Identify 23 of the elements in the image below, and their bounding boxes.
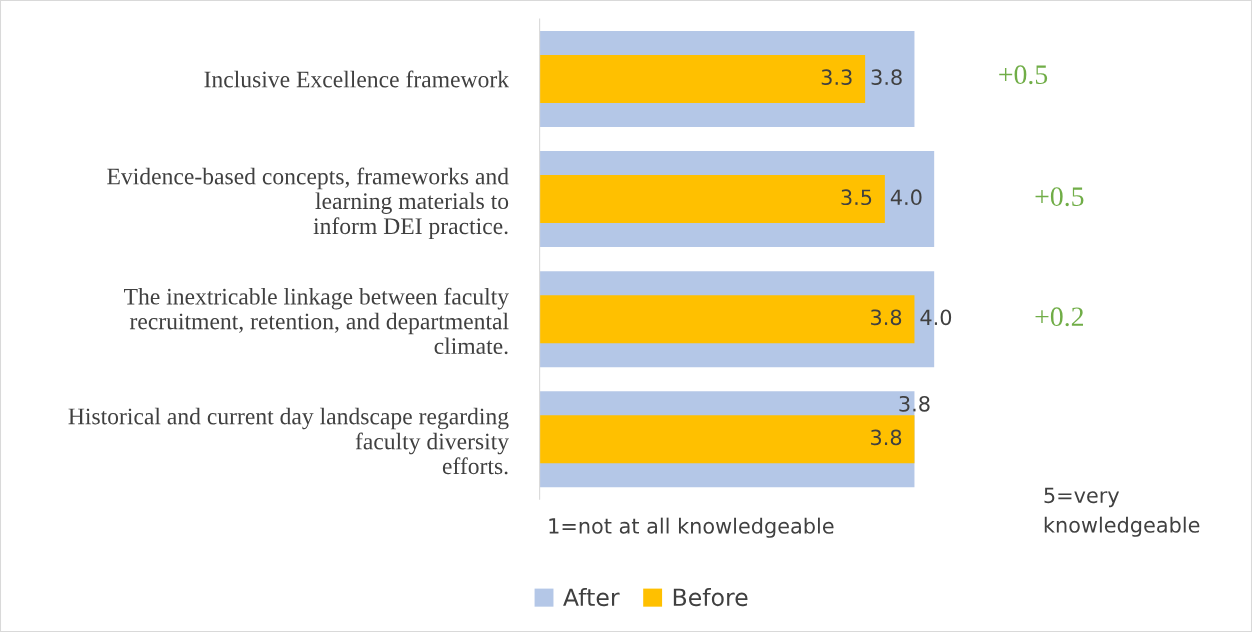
text: +0.2	[1035, 307, 1084, 327]
bar	[539, 54, 866, 104]
data-label: 4.0	[920, 309, 952, 326]
y-tick-label: Historical and current day landscape regarding faculty diversity efforts.	[68, 407, 509, 475]
data-label: 4.0	[890, 189, 922, 206]
y-tick-label: Evidence-based concepts, frameworks and learning materials to inform DEI practice.	[107, 167, 509, 239]
legend-label: Before	[673, 587, 748, 607]
legend-label: After	[563, 587, 620, 607]
text: +0.5	[1035, 187, 1084, 207]
data-label: 3.8	[899, 395, 930, 412]
text: 1=not at all knowledgeable	[549, 517, 834, 538]
data-label: 3.8	[871, 429, 902, 446]
text: 5=very knowledgeable	[1044, 487, 1200, 537]
bar	[539, 295, 915, 344]
y-tick-label: Inclusive Excellence framework	[204, 70, 510, 88]
data-label: 3.8	[871, 309, 902, 326]
data-label: 3.5	[841, 189, 872, 206]
bar	[539, 175, 885, 224]
y-tick-label: The inextricable linkage between faculty recruitment, retention, and departmental climate.	[124, 287, 509, 355]
data-label: 3.3	[821, 69, 852, 86]
text: +0.5	[999, 65, 1048, 85]
bar	[539, 415, 915, 464]
data-label: 3.8	[871, 69, 902, 86]
